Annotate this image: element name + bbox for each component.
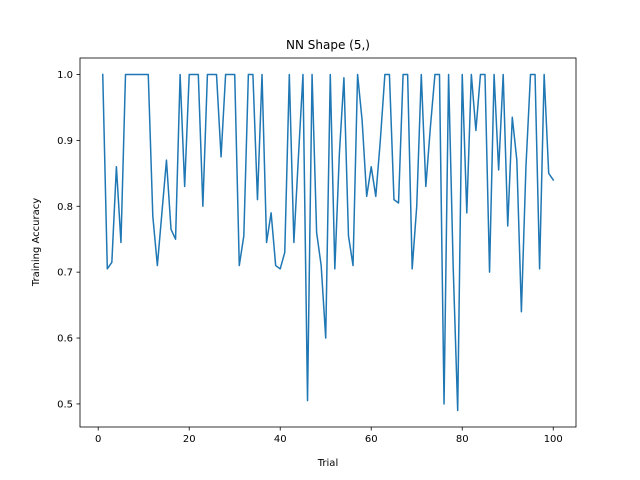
x-tick-label: 20 xyxy=(183,434,196,445)
x-tick-label: 60 xyxy=(365,434,378,445)
x-axis-label: Trial xyxy=(317,458,338,469)
y-tick-label: 0.7 xyxy=(57,268,73,279)
y-tick-label: 0.9 xyxy=(57,136,73,147)
axes-frame xyxy=(79,57,577,428)
y-tick-label: 1.0 xyxy=(57,70,73,81)
y-axis-label: Training Accuracy xyxy=(31,198,42,287)
y-tick-label: 0.5 xyxy=(57,399,73,410)
x-tick-label: 80 xyxy=(456,434,469,445)
y-tick-label: 0.8 xyxy=(57,202,73,213)
plot-area: 0 20 40 60 80 100 0.5 0.6 0.7 0.8 0.9 1.0 xyxy=(57,57,577,445)
x-tick-label: 0 xyxy=(95,434,101,445)
x-tick-label: 40 xyxy=(274,434,287,445)
x-tick-label: 100 xyxy=(544,434,563,445)
series-line-0 xyxy=(101,73,555,412)
chart-title: NN Shape (5,) xyxy=(286,38,370,52)
y-tick-label: 0.6 xyxy=(57,334,73,345)
